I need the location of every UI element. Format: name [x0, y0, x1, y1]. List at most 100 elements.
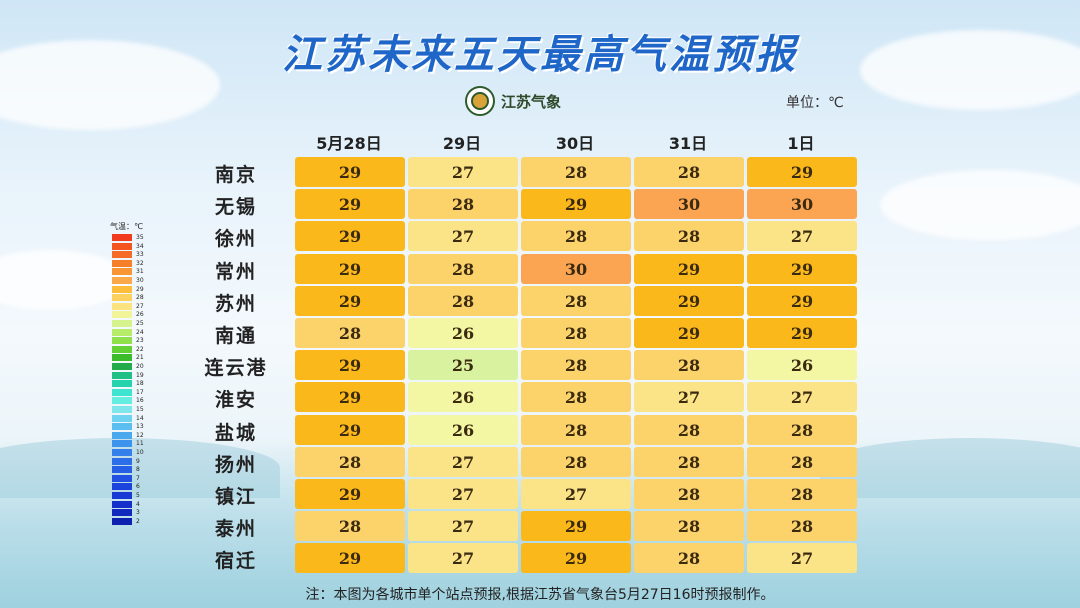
legend-label: 31	[136, 268, 144, 275]
temp-cell: 29	[634, 254, 744, 284]
logo-badge-icon	[465, 86, 495, 116]
temp-cell: 28	[634, 415, 744, 445]
city-name: 淮安	[214, 389, 257, 411]
temp-cell: 28	[634, 511, 744, 541]
temp-cell: 28	[747, 511, 857, 541]
temp-cell: 28	[408, 254, 518, 284]
city-name: 常州	[214, 261, 257, 283]
temp-cell: 26	[408, 382, 518, 412]
temp-cell: 26	[408, 318, 518, 348]
legend-label: 32	[136, 260, 144, 267]
legend-label: 11	[136, 440, 144, 447]
temp-cell: 28	[521, 415, 631, 445]
temp-cell: 29	[521, 189, 631, 219]
legend-swatch	[112, 415, 132, 422]
city-name: 扬州	[214, 454, 257, 476]
legend-label: 6	[136, 483, 140, 490]
city-name: 无锡	[214, 196, 257, 218]
legend-label: 35	[136, 234, 144, 241]
day-header: 5月28日	[316, 134, 382, 153]
temp-cell: 30	[634, 189, 744, 219]
legend-swatch	[112, 475, 132, 482]
legend-label: 2	[136, 518, 140, 525]
legend-label: 15	[136, 406, 144, 413]
temp-cell: 27	[408, 543, 518, 573]
cloud-decoration	[0, 40, 220, 130]
temp-cell: 28	[408, 189, 518, 219]
legend-label: 27	[136, 303, 144, 310]
legend-swatch	[112, 501, 132, 508]
legend-swatch	[112, 354, 132, 361]
legend-swatch	[112, 518, 132, 525]
legend-label: 22	[136, 346, 144, 353]
temp-cell: 27	[634, 382, 744, 412]
legend-swatch	[112, 234, 132, 241]
legend-label: 30	[136, 277, 144, 284]
legend-swatch	[112, 440, 132, 447]
temp-cell: 28	[521, 286, 631, 316]
legend-swatch	[112, 337, 132, 344]
legend-label: 17	[136, 389, 144, 396]
temp-cell: 27	[408, 479, 518, 509]
legend-swatch	[112, 372, 132, 379]
legend-swatch	[112, 346, 132, 353]
city-name: 宿迁	[214, 550, 257, 572]
day-header: 30日	[555, 134, 595, 153]
legend-swatch	[112, 406, 132, 413]
temp-cell: 30	[747, 189, 857, 219]
footnote: 注：本图为各城市单个站点预报,根据江苏省气象台5月27日16时预报制作。	[305, 587, 775, 603]
legend-swatch	[112, 466, 132, 473]
legend-swatch	[112, 286, 132, 293]
temp-cell: 28	[747, 447, 857, 477]
temp-cell: 28	[634, 350, 744, 380]
legend-swatch	[112, 303, 132, 310]
logo: 江苏气象	[465, 86, 561, 116]
legend-swatch	[112, 380, 132, 387]
temp-cell: 26	[747, 350, 857, 380]
legend-swatch	[112, 251, 132, 258]
temp-cell: 25	[408, 350, 518, 380]
legend-label: 12	[136, 432, 144, 439]
temp-cell: 28	[521, 157, 631, 187]
cloud-decoration	[860, 30, 1080, 110]
temp-cell: 28	[634, 543, 744, 573]
temp-cell: 29	[634, 318, 744, 348]
temp-cell: 27	[408, 221, 518, 251]
legend-label: 3	[136, 509, 140, 516]
temp-cell: 29	[295, 221, 405, 251]
temp-cell: 28	[295, 511, 405, 541]
temp-cell: 27	[747, 543, 857, 573]
temp-cell: 28	[408, 286, 518, 316]
temp-cell: 28	[521, 350, 631, 380]
temp-cell: 28	[747, 415, 857, 445]
temp-cell: 29	[295, 254, 405, 284]
city-name: 徐州	[214, 228, 257, 250]
temp-cell: 27	[747, 382, 857, 412]
legend-label: 18	[136, 380, 144, 387]
temp-cell: 28	[747, 479, 857, 509]
legend-swatch	[112, 458, 132, 465]
temp-cell: 29	[747, 318, 857, 348]
legend-swatch	[112, 320, 132, 327]
temp-cell: 29	[295, 157, 405, 187]
legend-swatch	[112, 363, 132, 370]
temp-cell: 27	[408, 511, 518, 541]
temp-cell: 29	[295, 286, 405, 316]
cloud-decoration	[0, 250, 130, 310]
temp-cell: 29	[295, 543, 405, 573]
temp-cell: 29	[295, 189, 405, 219]
city-name: 苏州	[214, 293, 257, 315]
city-name: 盐城	[214, 422, 257, 444]
legend-label: 4	[136, 501, 140, 508]
legend-swatch	[112, 294, 132, 301]
temp-cell: 29	[295, 415, 405, 445]
temp-cell: 29	[521, 543, 631, 573]
legend-label: 16	[136, 397, 144, 404]
temp-cell: 28	[521, 221, 631, 251]
cloud-decoration	[880, 170, 1080, 240]
temp-cell: 28	[634, 479, 744, 509]
legend-label: 14	[136, 415, 144, 422]
legend-label: 19	[136, 372, 144, 379]
temp-cell: 30	[521, 254, 631, 284]
day-header: 31日	[668, 134, 708, 153]
